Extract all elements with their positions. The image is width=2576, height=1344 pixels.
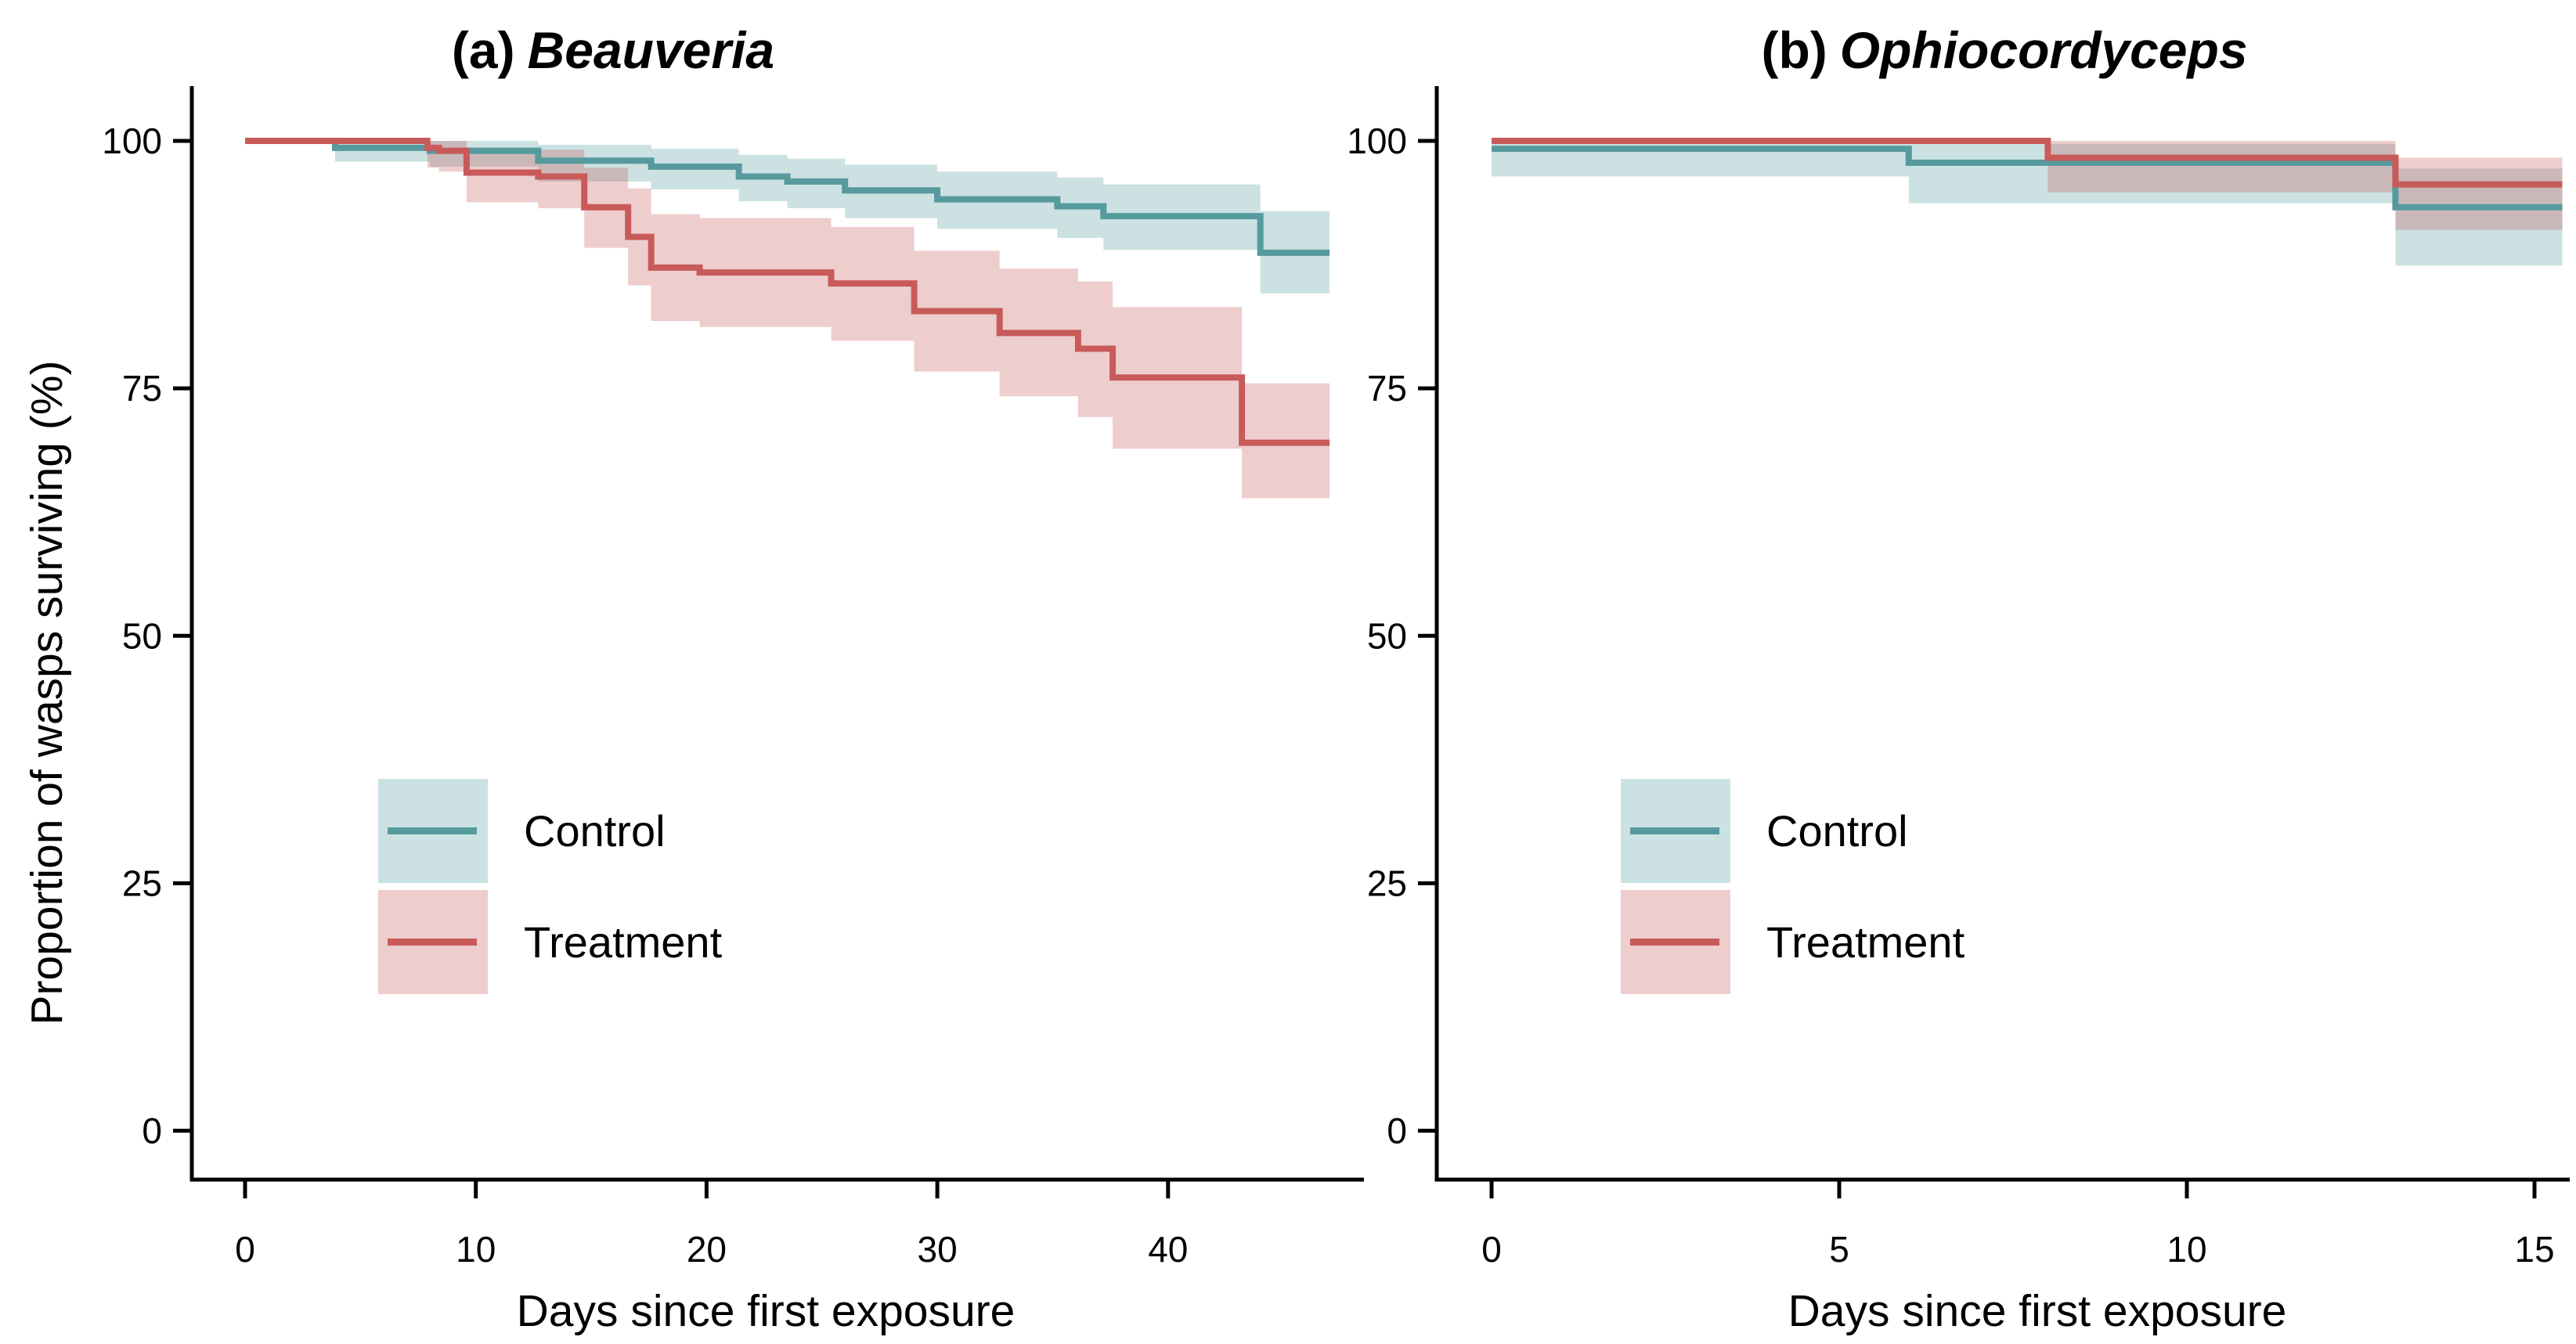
control-ribbon-swatch — [378, 779, 488, 883]
control-confidence-ribbon — [1492, 141, 2563, 266]
x-tick-label: 0 — [235, 1229, 255, 1270]
panel-a-title-species: Beauveria — [527, 21, 775, 79]
x-tick-label: 10 — [2167, 1229, 2206, 1270]
treatment-survival-curve — [245, 138, 1330, 446]
panel-b-title: (b) Ophiocordyceps — [1761, 20, 2247, 80]
y-tick-label: 25 — [122, 863, 162, 903]
y-tick-label: 0 — [142, 1111, 162, 1151]
x-tick-label: 30 — [918, 1229, 958, 1270]
control-survival-curve — [1492, 146, 2563, 211]
y-tick-label: 75 — [1367, 368, 1407, 409]
panel-a-legend: Control Treatment — [378, 779, 722, 994]
y-axis-title: Proportion of wasps surviving (%) — [22, 360, 72, 1025]
panel-a-title: (a) Beauveria — [452, 20, 774, 80]
x-tick-label: 20 — [687, 1229, 727, 1270]
y-tick-label: 50 — [1367, 615, 1407, 656]
y-tick-label: 25 — [1367, 863, 1407, 903]
treatment-line-key — [1630, 939, 1719, 946]
legend-label-control: Control — [524, 806, 666, 856]
y-tick-label: 0 — [1387, 1111, 1407, 1151]
panel-b-title-species: Ophiocordyceps — [1839, 21, 2248, 79]
panel-a-x-axis-title: Days since first exposure — [516, 1286, 1016, 1336]
legend-item-treatment: Treatment — [1621, 890, 1964, 994]
x-tick-label: 40 — [1148, 1229, 1188, 1270]
y-tick-label: 100 — [102, 121, 162, 161]
legend-label-treatment: Treatment — [524, 917, 723, 967]
panel-b-title-prefix: (b) — [1761, 21, 1827, 79]
panel-a-title-prefix: (a) — [451, 21, 515, 79]
legend-label-control: Control — [1766, 806, 1908, 856]
treatment-survival-curve — [1492, 138, 2563, 188]
legend-item-treatment: Treatment — [378, 890, 722, 994]
panel-b-legend: Control Treatment — [1621, 779, 1964, 994]
control-line-key — [1630, 827, 1719, 834]
treatment-line-key — [388, 939, 477, 946]
x-tick-label: 5 — [1829, 1229, 1849, 1270]
treatment-ribbon-swatch — [1621, 890, 1730, 994]
control-confidence-ribbon — [245, 141, 1330, 294]
x-tick-label: 10 — [456, 1229, 496, 1270]
control-line-key — [388, 827, 477, 834]
y-tick-label: 50 — [122, 615, 162, 656]
treatment-confidence-ribbon — [245, 141, 1330, 499]
control-ribbon-swatch — [1621, 779, 1730, 883]
panel-b-x-axis-title: Days since first exposure — [1788, 1286, 2287, 1336]
legend-item-control: Control — [1621, 779, 1964, 883]
y-tick-label: 100 — [1347, 121, 1407, 161]
y-tick-label: 75 — [122, 368, 162, 409]
x-tick-label: 0 — [1481, 1229, 1502, 1270]
x-tick-label: 15 — [2514, 1229, 2554, 1270]
legend-label-treatment: Treatment — [1766, 917, 1965, 967]
legend-item-control: Control — [378, 779, 722, 883]
treatment-ribbon-swatch — [378, 890, 488, 994]
